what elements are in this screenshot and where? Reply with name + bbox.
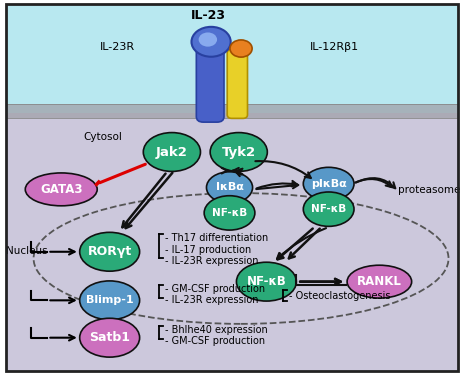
Ellipse shape xyxy=(303,192,354,226)
FancyBboxPatch shape xyxy=(196,36,224,122)
FancyBboxPatch shape xyxy=(227,49,247,118)
Text: - GM-CSF production: - GM-CSF production xyxy=(165,284,265,294)
Ellipse shape xyxy=(303,167,354,200)
Text: IL-23: IL-23 xyxy=(191,9,226,22)
Bar xyxy=(6,4,458,113)
Text: IL-23R: IL-23R xyxy=(100,42,135,52)
Text: - GM-CSF production: - GM-CSF production xyxy=(165,336,265,346)
Ellipse shape xyxy=(207,172,253,203)
Ellipse shape xyxy=(210,133,267,171)
Text: - Th17 differentiation: - Th17 differentiation xyxy=(165,233,268,243)
Text: Blimp-1: Blimp-1 xyxy=(86,296,134,305)
Text: GATA3: GATA3 xyxy=(40,183,82,196)
Ellipse shape xyxy=(199,33,217,46)
Bar xyxy=(6,104,458,118)
Ellipse shape xyxy=(191,27,231,57)
Ellipse shape xyxy=(80,232,140,271)
Text: RANKL: RANKL xyxy=(357,275,402,288)
Text: NF-κB: NF-κB xyxy=(311,204,346,214)
Ellipse shape xyxy=(237,262,296,301)
Text: IL-12Rβ1: IL-12Rβ1 xyxy=(310,42,359,52)
Text: RORγt: RORγt xyxy=(88,245,132,258)
Text: Tyk2: Tyk2 xyxy=(222,146,256,159)
Ellipse shape xyxy=(143,133,201,171)
Text: - Bhlhe40 expression: - Bhlhe40 expression xyxy=(165,325,268,335)
Text: pIκBα: pIκBα xyxy=(311,179,346,189)
Text: IκBα: IκBα xyxy=(216,183,244,192)
Text: - IL-23R expression: - IL-23R expression xyxy=(165,296,258,305)
Text: - Osteoclastogenesis: - Osteoclastogenesis xyxy=(290,291,391,301)
Text: - IL-23R expression: - IL-23R expression xyxy=(165,256,258,266)
Text: Jak2: Jak2 xyxy=(156,146,188,159)
Ellipse shape xyxy=(230,40,252,57)
Text: Nucleus: Nucleus xyxy=(6,246,47,256)
Bar xyxy=(6,113,458,370)
Ellipse shape xyxy=(347,265,411,298)
Ellipse shape xyxy=(204,196,255,230)
Ellipse shape xyxy=(80,318,140,357)
Text: Satb1: Satb1 xyxy=(89,331,130,344)
Text: Cytosol: Cytosol xyxy=(83,132,122,142)
Ellipse shape xyxy=(25,173,97,206)
Text: - IL-17 production: - IL-17 production xyxy=(165,244,251,255)
Ellipse shape xyxy=(80,281,140,320)
Text: NF-κB: NF-κB xyxy=(212,208,247,218)
Text: proteasome: proteasome xyxy=(398,186,460,195)
Text: NF-κB: NF-κB xyxy=(246,275,286,288)
